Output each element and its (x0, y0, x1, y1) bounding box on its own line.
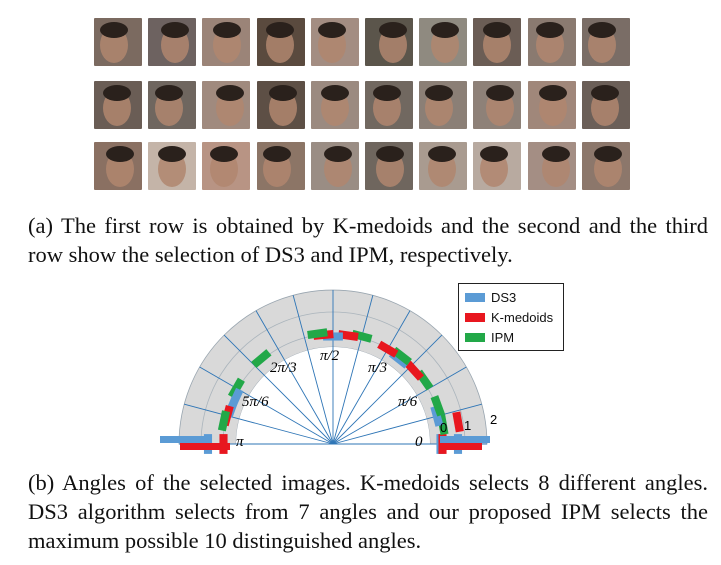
label-pi-2: π/2 (320, 348, 340, 364)
legend-label-ipm: IPM (491, 329, 515, 345)
kmedoids-selection-mark (452, 411, 464, 433)
ipm-row-face-image (310, 142, 359, 190)
spoke-line (255, 310, 334, 445)
spoke-line (332, 295, 374, 445)
spoke-line (184, 403, 334, 445)
k-medoids-row-face-image (256, 18, 305, 66)
label-0: 0 (415, 434, 423, 450)
ds3-row-face-image (148, 81, 197, 129)
ds3-row-face-image (94, 81, 142, 129)
ring-label-2: 2 (490, 412, 497, 427)
caption-b: (b) Angles of the selected images. K-med… (28, 470, 708, 553)
legend-label-kmedoids: K-medoids (491, 309, 554, 325)
kmedoids-swatch (465, 312, 485, 322)
k-medoids-row-face-image (94, 18, 142, 66)
ipm-selection-mark (251, 349, 272, 369)
kmedoids-selection-mark (180, 443, 230, 450)
kmedoids-selection-mark (404, 360, 425, 381)
ring-label-0: 0 (440, 420, 447, 435)
kmedoids-selection-mark (377, 340, 399, 358)
spoke-line (199, 366, 334, 445)
ipm-row-face-image (202, 142, 251, 190)
ipm-row-face-image (527, 142, 576, 190)
k-medoids-row-face-image (310, 18, 359, 66)
label-pi: π (236, 434, 244, 450)
spoke-line (223, 334, 334, 445)
angle-labels: π 5π/6 2π/3 π/2 π/3 π/6 0 0 1 2 (236, 348, 497, 450)
label-pi-3: π/3 (368, 360, 387, 376)
ring-label-1: 1 (464, 418, 471, 433)
legend-item-ipm: IPM (465, 328, 514, 346)
ds3-selection-mark (440, 436, 490, 443)
ipm-row-face-image (256, 142, 305, 190)
k-medoids-row-face-image (527, 18, 576, 66)
ipm-row-face-image (365, 142, 413, 190)
ds3-row-face-image (256, 81, 305, 129)
spoke-line (332, 366, 467, 445)
face-image-grid (94, 18, 634, 198)
ds3-row-face-image (310, 81, 359, 129)
ds3-row-face-image (365, 81, 413, 129)
ds3-row-face-image (473, 81, 522, 129)
spoke-line (332, 310, 411, 445)
ipm-selection-mark (217, 410, 230, 432)
ipm-row-face-image (581, 142, 630, 190)
spoke-line (332, 403, 482, 445)
legend-label-ds3: DS3 (491, 289, 517, 305)
ds3-row-face-image (202, 81, 251, 129)
spoke-line (292, 295, 334, 445)
label-pi-6: π/6 (398, 394, 418, 410)
label-5pi-6: 5π/6 (242, 394, 269, 410)
k-medoids-row-face-image (419, 18, 468, 66)
kmedoids-selection-mark (442, 443, 482, 450)
k-medoids-row-face-image (202, 18, 251, 66)
kmedoids-selection-mark (337, 330, 359, 341)
ipm-row-face-image (94, 142, 142, 190)
ipm-selection-mark (430, 395, 445, 417)
ipm-selection-mark (307, 328, 328, 339)
caption-a: (a) The first row is obtained by K-medoi… (28, 213, 708, 267)
ipm-row-face-image (419, 142, 468, 190)
ipm-swatch (465, 332, 485, 342)
k-medoids-row-face-image (365, 18, 413, 66)
legend-item-kmedoids: K-medoids (465, 308, 553, 326)
legend-item-ds3: DS3 (465, 288, 516, 306)
ds3-swatch (465, 292, 485, 302)
spoke-line (332, 334, 443, 445)
ds3-row-face-image (527, 81, 576, 129)
k-medoids-row-face-image (581, 18, 630, 66)
ipm-row-face-image (148, 142, 197, 190)
ds3-row-face-image (581, 81, 630, 129)
legend: DS3 K-medoids IPM (458, 283, 564, 351)
ds3-selection-mark (430, 405, 444, 427)
angle-diagram: π 5π/6 2π/3 π/2 π/3 π/6 0 0 1 2 (160, 289, 497, 454)
selection-marks (160, 328, 490, 454)
ds3-selection-mark (160, 436, 206, 443)
k-medoids-row-face-image (473, 18, 522, 66)
k-medoids-row-face-image (148, 18, 197, 66)
ipm-row-face-image (473, 142, 522, 190)
ds3-row-face-image (419, 81, 468, 129)
label-2pi-3: 2π/3 (270, 360, 297, 376)
